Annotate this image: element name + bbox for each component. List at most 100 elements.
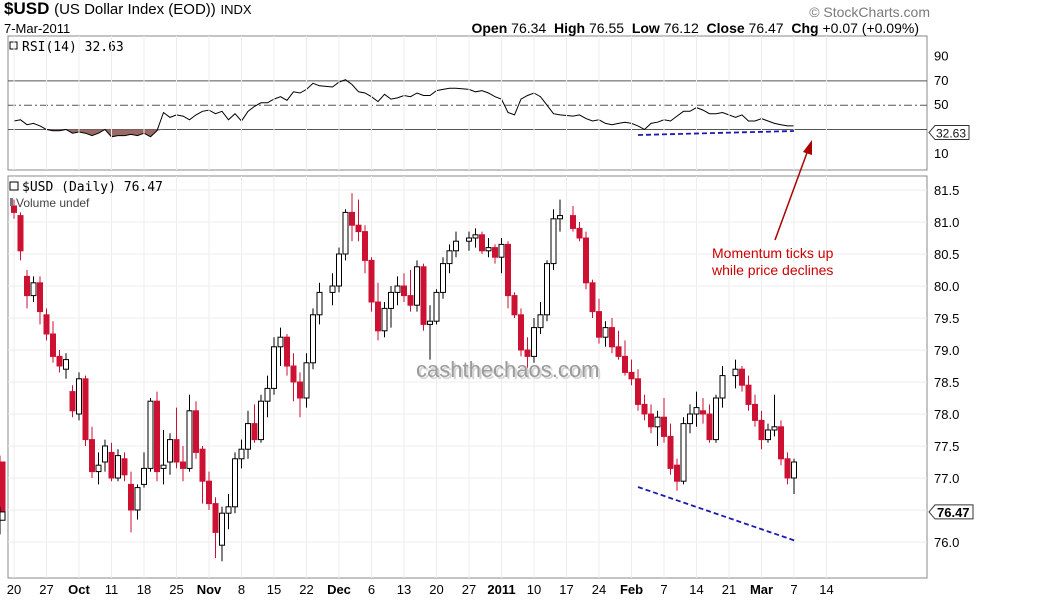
rsi-tick-label-70: 70 [934,73,948,88]
candle-body [141,467,147,485]
candle-body [212,503,219,533]
candle-body [76,378,82,415]
candle-body [414,266,420,306]
candle-body [368,259,375,303]
x-tick-label-14: 14 [689,582,703,597]
candle-body [381,307,388,332]
candle-body [173,439,180,463]
candle-body [589,282,596,313]
candle-body [576,227,583,239]
candle-body [336,253,342,287]
x-tick-label-27: 27 [39,582,53,597]
candle-body [284,336,290,367]
x-tick-label-13: 13 [397,582,411,597]
candle-body [713,397,719,441]
candle-body [394,285,401,293]
annotation-line-1: Momentum ticks up [712,245,834,261]
candle-body [375,301,381,332]
candle-body [648,413,654,428]
candle-body [615,346,622,357]
candle-body [238,448,245,460]
candle-body [329,285,336,293]
candle-body [121,458,128,476]
x-tick-label-7: 7 [790,582,797,597]
candle-body [440,263,446,293]
low-label: Low [631,20,660,36]
candle-body [700,410,706,415]
candle-body [420,266,427,325]
candle-body [583,237,589,284]
ohlc-readout: Open 76.34 High 76.55 Low 76.12 Close 76… [471,20,919,36]
chg-label: Chg [791,20,819,36]
x-tick-label-14: 14 [819,582,833,597]
candle-body [745,384,752,405]
candle-body [186,410,193,469]
candle-body [674,464,680,482]
price-tick-label-80.0: 80.0 [934,279,959,294]
candle-body [232,458,238,508]
close-value: 76.47 [748,20,784,36]
price-tick-label-78.0: 78.0 [934,407,959,422]
candle-body [628,371,635,380]
rsi-panel: 90 70 50 10 32.63 RSI(14) 32.63 [7,35,970,171]
candle-body [446,250,453,265]
annotation-line-2: while price declines [711,262,833,278]
price-tick-label-79.0: 79.0 [934,343,959,358]
candle-body [95,464,102,473]
candle-body [56,355,63,367]
chart-date: 7-Mar-2011 [4,21,71,36]
rsi-tick-label-50: 50 [934,97,948,112]
rsi-tick-label-90: 90 [934,49,948,64]
candle-body [30,282,37,297]
candle-body [160,464,167,469]
x-tick-label-10: 10 [527,582,541,597]
close-label: Close [706,20,745,36]
candle-body [524,349,531,357]
candle-body [622,355,628,373]
candle-body [63,359,69,370]
candle-body [531,327,537,357]
ticker-symbol: $USD [4,0,50,18]
candle-body [433,291,440,322]
x-tick-label-Oct: Oct [68,582,90,597]
candle-body [693,407,700,415]
candle-body [641,403,648,415]
candle-body [784,458,791,479]
candle-body [50,333,56,357]
watermark-shadow: cashthechaos.com [416,357,599,382]
candle-body [661,416,667,437]
x-tick-label-Mar: Mar [750,582,773,597]
candle-body [511,295,518,316]
candle-body [557,215,563,220]
candle-body [427,320,433,325]
candle-body [271,346,277,389]
candle-body [771,426,778,431]
candle-body [544,263,550,316]
candle-body [0,461,6,482]
candle-body [609,327,615,348]
open-label: Open [471,20,508,36]
price-tick-label-80.5: 80.5 [934,247,959,262]
price-panel: 81.5 81.0 80.5 80.0 79.5 79.0 78.5 78.0 77.5 77.0… [0,175,974,579]
x-tick-label-11: 11 [105,582,119,597]
candle-body [687,413,693,425]
rsi-frame [7,35,928,171]
candle-body [115,455,121,479]
price-tick-label-77.0: 77.0 [934,471,959,486]
rsi-current-value: 32.63 [936,127,966,141]
candle-body [537,314,544,329]
high-label: High [553,20,586,36]
candle-body [342,211,349,255]
ticker-header: $USD (US Dollar Index (EOD)) INDX [4,0,252,19]
candle-body [37,282,43,313]
chg-value: +0.07 (+0.09%) [822,20,919,36]
candle-body [245,423,251,450]
candle-body [225,506,232,514]
candle-body [82,378,89,441]
candle-body [297,381,303,399]
price-frame [7,175,928,579]
candle-body [0,511,6,521]
x-tick-label-22: 22 [299,582,313,597]
annotations: cashthechaos.comcashthechaos.comMomentum… [416,130,834,542]
